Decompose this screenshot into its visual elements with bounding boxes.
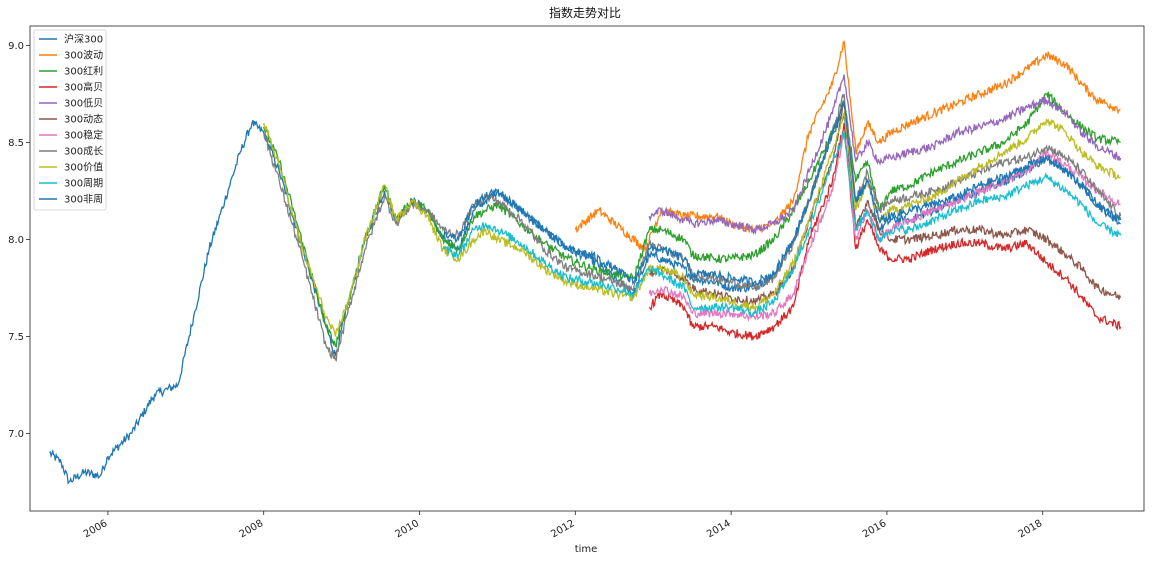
series-line-8 [263,110,1121,337]
y-tick-label: 9.0 [8,41,24,52]
series-line-4 [648,74,1122,236]
legend-label: 300高贝 [64,81,103,94]
legend-label: 沪深300 [64,33,103,46]
legend: 沪深300 300波动 300红利 300高贝 300低贝 300动态 300稳定 300成长… [33,29,107,211]
axes-frame [29,25,1145,512]
series-line-7 [263,93,1122,362]
legend-label: 300红利 [64,65,103,78]
legend-label: 300低贝 [64,97,103,110]
chart-title: 指数走势对比 [549,5,621,20]
y-tick-label: 7.0 [8,429,24,440]
legend-box [33,29,107,211]
legend-label: 300非周 [64,194,103,206]
legend-label: 300成长 [64,146,103,158]
legend-label: 300波动 [64,49,103,62]
y-tick-label: 8.5 [8,138,24,149]
x-axis-label: time [575,544,598,555]
legend-label: 300价值 [64,161,103,174]
series-line-10 [442,99,1122,288]
legend-label: 300周期 [64,178,103,190]
y-axis: 7.0 7.5 8.0 8.5 9.0 [8,41,30,440]
y-tick-label: 8.0 [8,235,24,246]
series-line-9 [442,132,1122,318]
series-line-2 [263,91,1121,348]
plot-area [49,40,1122,485]
series-line-3 [648,122,1122,341]
y-tick-label: 7.5 [8,332,24,343]
legend-label: 300动态 [64,113,103,126]
legend-label: 300稳定 [64,129,103,142]
